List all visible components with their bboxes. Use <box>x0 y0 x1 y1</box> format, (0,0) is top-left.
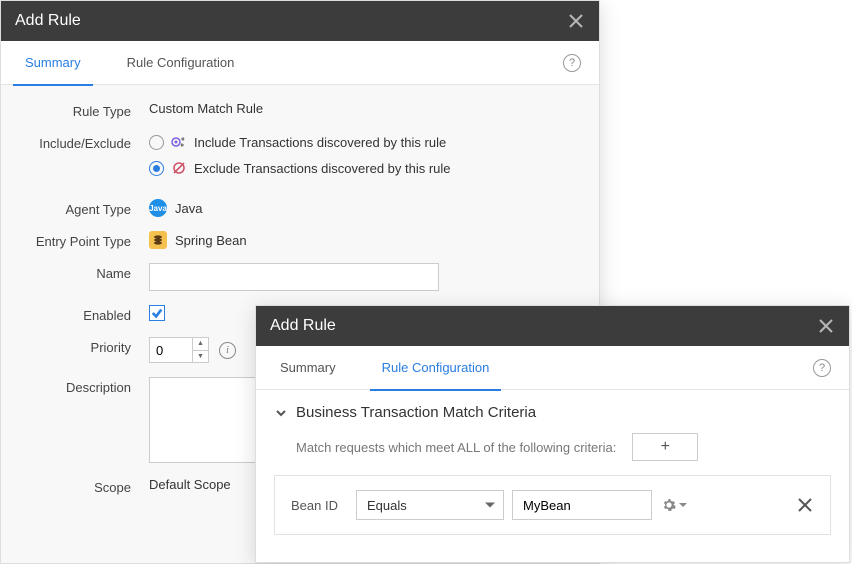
include-exclude-label: Include/Exclude <box>19 133 149 151</box>
criteria-options-button[interactable] <box>662 498 687 512</box>
java-icon: Java <box>149 199 167 217</box>
agent-type-label: Agent Type <box>19 199 149 217</box>
include-icon <box>170 133 188 151</box>
criteria-subtext: Match requests which meet ALL of the fol… <box>296 440 616 455</box>
add-rule-dialog-config: Add Rule Summary Rule Configuration ? Bu… <box>255 305 850 563</box>
tab-rule-configuration[interactable]: Rule Configuration <box>376 346 496 390</box>
criteria-row: Bean ID Equals <box>274 475 831 535</box>
priority-stepper[interactable]: ▲ ▼ <box>149 337 209 363</box>
include-radio[interactable] <box>149 135 164 150</box>
priority-down[interactable]: ▼ <box>193 351 208 363</box>
dialog-title: Add Rule <box>270 317 817 335</box>
include-radio-label: Include Transactions discovered by this … <box>194 135 446 150</box>
criteria-field-label: Bean ID <box>291 498 338 513</box>
help-icon[interactable]: ? <box>563 54 581 72</box>
close-icon[interactable] <box>817 317 835 335</box>
dialog-body: Business Transaction Match Criteria Matc… <box>256 390 849 553</box>
tab-summary[interactable]: Summary <box>19 41 87 85</box>
entry-point-label: Entry Point Type <box>19 231 149 249</box>
operator-select[interactable]: Equals <box>356 490 504 520</box>
rule-type-label: Rule Type <box>19 101 149 119</box>
tab-rule-configuration[interactable]: Rule Configuration <box>121 41 241 85</box>
priority-label: Priority <box>19 337 149 355</box>
entry-point-value: Spring Bean <box>175 233 247 248</box>
chevron-down-icon <box>274 406 288 420</box>
agent-type-value: Java <box>175 201 202 216</box>
help-icon[interactable]: ? <box>813 359 831 377</box>
rule-type-value: Custom Match Rule <box>149 101 581 116</box>
caret-down-icon <box>485 503 495 508</box>
operator-value: Equals <box>367 498 407 513</box>
tab-bar: Summary Rule Configuration ? <box>1 41 599 85</box>
description-label: Description <box>19 377 149 395</box>
criteria-section-title: Business Transaction Match Criteria <box>296 404 536 421</box>
scope-label: Scope <box>19 477 149 495</box>
enabled-label: Enabled <box>19 305 149 323</box>
dialog-title: Add Rule <box>15 12 567 30</box>
criteria-section-header[interactable]: Business Transaction Match Criteria <box>274 404 831 421</box>
exclude-radio[interactable] <box>149 161 164 176</box>
add-criteria-button[interactable]: + <box>632 433 698 461</box>
dialog-header: Add Rule <box>256 306 849 346</box>
tab-bar: Summary Rule Configuration ? <box>256 346 849 390</box>
priority-up[interactable]: ▲ <box>193 338 208 351</box>
spring-bean-icon <box>149 231 167 249</box>
exclude-radio-label: Exclude Transactions discovered by this … <box>194 161 451 176</box>
tab-summary[interactable]: Summary <box>274 346 342 390</box>
name-label: Name <box>19 263 149 281</box>
caret-down-icon <box>679 503 687 507</box>
name-input[interactable] <box>149 263 439 291</box>
dialog-header: Add Rule <box>1 1 599 41</box>
enabled-checkbox[interactable] <box>149 305 165 321</box>
remove-criteria-icon[interactable] <box>796 496 814 514</box>
priority-input[interactable] <box>150 338 192 362</box>
exclude-icon <box>170 159 188 177</box>
priority-info-icon[interactable]: i <box>219 342 236 359</box>
close-icon[interactable] <box>567 12 585 30</box>
criteria-value-input[interactable] <box>512 490 652 520</box>
